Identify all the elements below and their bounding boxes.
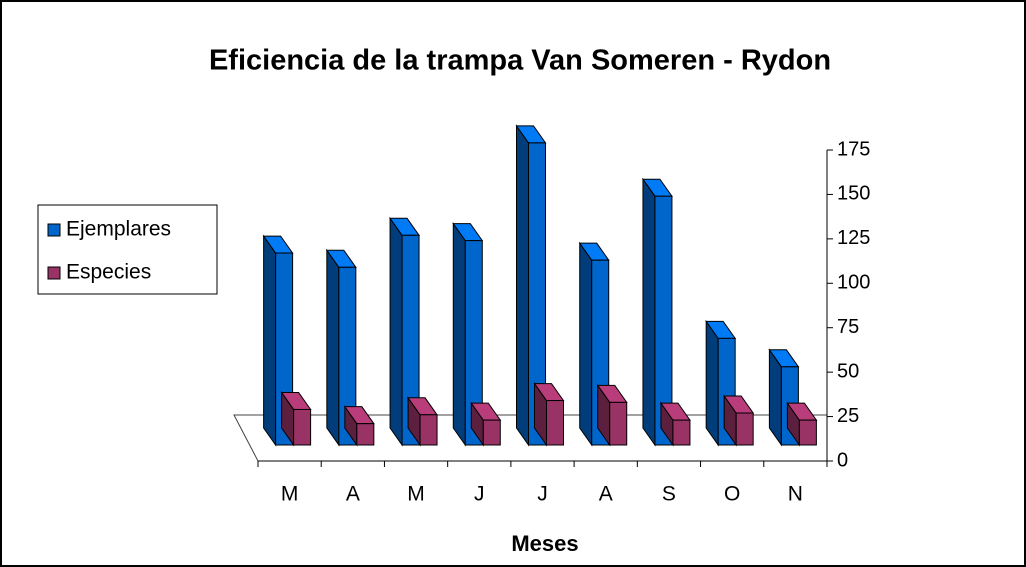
chart-title: Eficiencia de la trampa Van Someren - Ry… [209, 45, 831, 77]
bar-front [419, 414, 438, 446]
bar [723, 394, 755, 447]
bar-front [464, 240, 483, 446]
x-tick-label: A [346, 483, 360, 506]
bar-front [293, 408, 312, 446]
x-tick-label: M [407, 483, 425, 506]
y-tick-label: 75 [837, 316, 859, 338]
x-tick-label: J [474, 483, 485, 506]
bar-front [654, 195, 673, 446]
y-tick-label: 150 [837, 183, 870, 205]
bar-front [798, 419, 817, 446]
y-tick-label: 100 [837, 272, 870, 294]
y-tick-label: 175 [837, 138, 870, 160]
bar [407, 396, 439, 447]
bar [389, 216, 421, 447]
bar [325, 248, 357, 447]
bar-front [546, 400, 564, 446]
bar-side [705, 319, 719, 447]
floor [233, 414, 827, 462]
bar-side [263, 234, 277, 447]
bar [280, 390, 312, 447]
bar-front [609, 401, 628, 446]
x-tick-label: J [537, 483, 548, 506]
bar-front [735, 412, 754, 446]
bar [533, 381, 565, 447]
x-axis-title: Meses [511, 531, 578, 556]
legend-swatch [47, 266, 61, 280]
bar [786, 401, 818, 447]
legend-label: Especies [66, 261, 151, 284]
y-tick-label: 50 [837, 360, 859, 382]
y-tick-label: 25 [837, 405, 859, 427]
bar-front [338, 266, 357, 446]
bar-side [326, 248, 340, 447]
bar-front [672, 419, 691, 446]
y-tick-label: 0 [837, 449, 848, 471]
bar [641, 177, 673, 447]
x-tick-label: N [788, 483, 803, 506]
bar [515, 124, 547, 447]
y-tick-label: 125 [837, 227, 870, 249]
bar [659, 401, 691, 447]
bar-side [642, 177, 656, 447]
legend-swatch [47, 223, 61, 237]
x-tick-label: A [599, 483, 613, 506]
legend: Ejemplares Especies [37, 204, 218, 295]
x-tick-label: O [724, 483, 740, 506]
bar-side [516, 124, 529, 447]
x-tick-label: M [281, 483, 299, 506]
bar [596, 383, 628, 447]
bar-side [579, 241, 593, 447]
legend-box [37, 204, 218, 295]
bar-side [452, 222, 466, 447]
bar-front [401, 234, 420, 446]
bar-front [356, 423, 375, 446]
x-tick-label: S [662, 483, 676, 506]
bar [470, 401, 502, 447]
bar-side [389, 216, 403, 447]
bar-front [482, 419, 501, 446]
bar [452, 222, 484, 447]
legend-label: Ejemplares [66, 218, 171, 241]
bar [343, 405, 375, 447]
bar-front [528, 142, 546, 446]
